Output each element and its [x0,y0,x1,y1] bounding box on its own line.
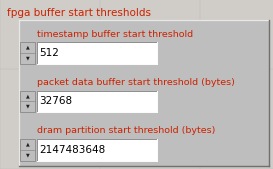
Text: packet data buffer start threshold (bytes): packet data buffer start threshold (byte… [37,78,235,87]
Text: ▼: ▼ [26,104,30,109]
Text: 32768: 32768 [40,96,73,106]
Text: ▼: ▼ [26,152,30,157]
Text: fpga buffer start thresholds: fpga buffer start thresholds [7,8,151,18]
Text: 2147483648: 2147483648 [40,145,106,155]
Bar [37,42,157,64]
Text: ▼: ▼ [26,55,30,60]
Bar [20,139,35,161]
Text: ▲: ▲ [26,93,30,98]
Bar [19,20,269,166]
Text: timestamp buffer start threshold: timestamp buffer start threshold [37,30,193,39]
Text: dram partition start threshold (bytes): dram partition start threshold (bytes) [37,126,215,136]
Bar [37,91,157,112]
Text: ▲: ▲ [26,142,30,147]
Text: ▲: ▲ [26,45,30,50]
Bar [20,91,35,112]
Bar [37,139,157,161]
Bar [20,42,35,64]
Text: 512: 512 [40,48,60,58]
